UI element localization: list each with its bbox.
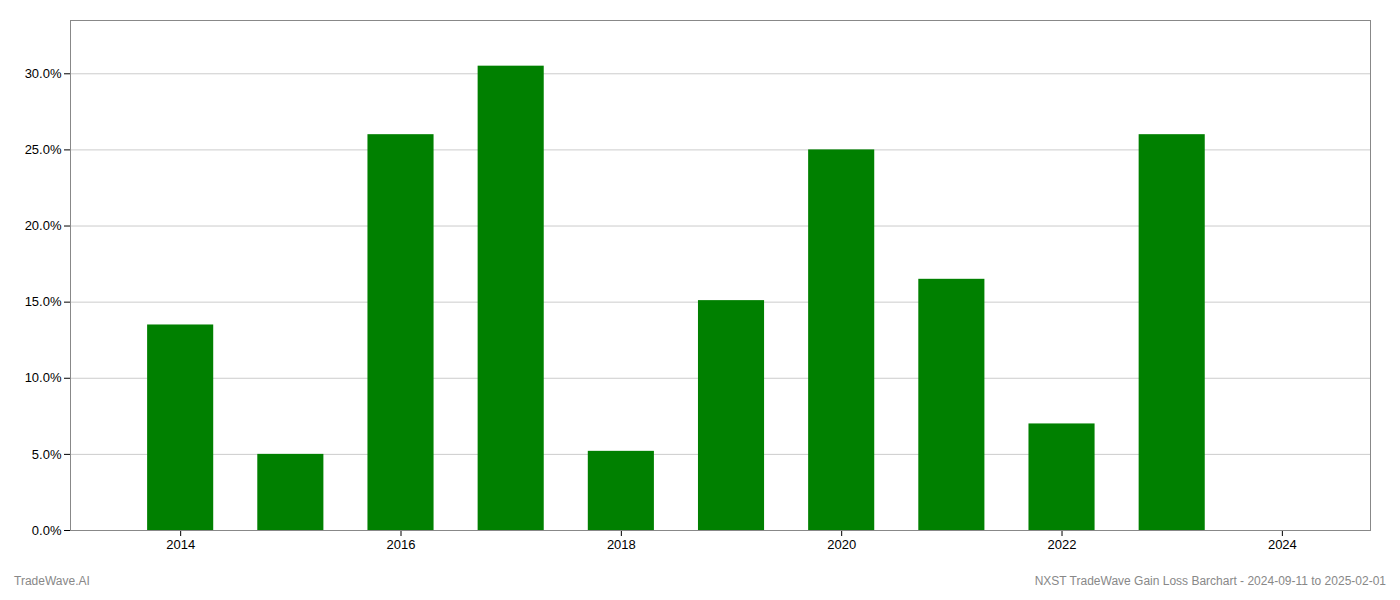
svg-text:25.0%: 25.0% xyxy=(25,142,62,157)
svg-text:2024: 2024 xyxy=(1268,537,1297,552)
svg-text:5.0%: 5.0% xyxy=(32,447,62,462)
svg-text:2018: 2018 xyxy=(607,537,636,552)
svg-text:2016: 2016 xyxy=(387,537,416,552)
html-text:TradeWave.AI: TradeWave.AI xyxy=(14,574,90,588)
svg-text:0.0%: 0.0% xyxy=(32,523,62,538)
html-text:NXST TradeWave Gain Loss Barch: NXST TradeWave Gain Loss Barchart - 2024… xyxy=(1034,574,1386,588)
svg-text:2014: 2014 xyxy=(166,537,195,552)
svg-text:15.0%: 15.0% xyxy=(25,294,62,309)
svg-text:2022: 2022 xyxy=(1048,537,1077,552)
svg-text:2020: 2020 xyxy=(827,537,856,552)
svg-text:30.0%: 30.0% xyxy=(25,66,62,81)
svg-text:20.0%: 20.0% xyxy=(25,218,62,233)
svg-text:10.0%: 10.0% xyxy=(25,370,62,385)
